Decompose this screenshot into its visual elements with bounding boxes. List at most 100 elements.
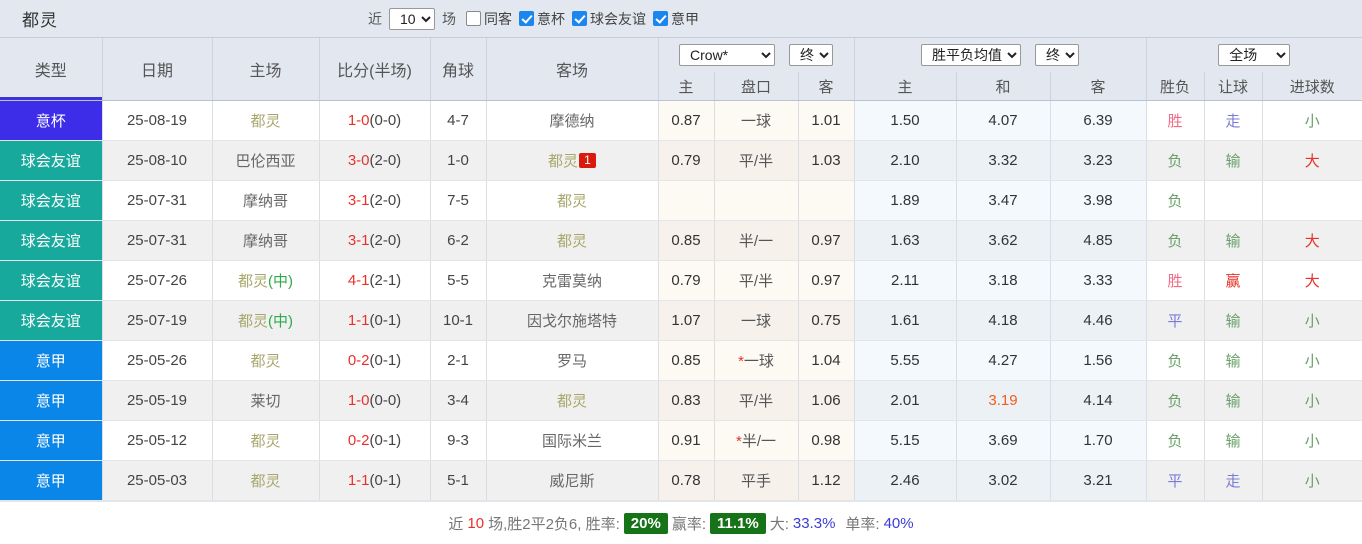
handicap-company-select[interactable]: Crow*Bet365MacauLadbrokes: [679, 44, 776, 66]
cell-handicap-line: 一球: [714, 300, 799, 341]
cell-home-team[interactable]: 巴伦西亚: [212, 140, 320, 181]
cell-league[interactable]: 意甲: [0, 340, 103, 381]
th-odds-home: 主: [854, 72, 957, 101]
table-row[interactable]: 球会友谊 25-07-26 都灵(中) 4-1(2-1) 5-5 克雷莫纳 0.79 平/半 0…: [0, 260, 1362, 301]
cell-league[interactable]: 球会友谊: [0, 180, 103, 221]
cell-result: 平: [1146, 460, 1205, 501]
cell-date: 25-07-31: [102, 220, 213, 261]
cell-date: 25-05-26: [102, 340, 213, 381]
cell-league[interactable]: 球会友谊: [0, 260, 103, 301]
table-row[interactable]: 意甲 25-05-19 莱切 1-0(0-0) 3-4 都灵 0.83 平/半 1.06 2.01…: [0, 380, 1362, 421]
cell-score[interactable]: 4-1(2-1): [319, 260, 431, 301]
cell-away-team[interactable]: 威尼斯: [486, 460, 659, 501]
cell-home-team[interactable]: 都灵(中): [212, 300, 320, 341]
cell-home-team[interactable]: 莱切: [212, 380, 320, 421]
cell-score[interactable]: 1-0(0-0): [319, 100, 431, 141]
handicap-phase-select[interactable]: 初终: [789, 44, 834, 66]
cell-league[interactable]: 意杯: [0, 100, 103, 141]
cell-away-team[interactable]: 国际米兰: [486, 420, 659, 461]
table-row[interactable]: 意杯 25-08-19 都灵 1-0(0-0) 4-7 摩德纳 0.87 一球 1.01 1.50…: [0, 100, 1362, 141]
cell-home-team[interactable]: 都灵: [212, 420, 320, 461]
cell-odds-draw: 4.18: [956, 300, 1051, 341]
cell-away-team[interactable]: 罗马: [486, 340, 659, 381]
recent-count-select[interactable]: 6102030: [389, 7, 435, 30]
cell-goals-result: 小: [1262, 100, 1362, 141]
cell-away-team[interactable]: 因戈尔施塔特: [486, 300, 659, 341]
cell-odds-home: 2.01: [854, 380, 957, 421]
odds-phase-select[interactable]: 初终: [1035, 44, 1080, 66]
cell-home-team[interactable]: 都灵: [212, 460, 320, 501]
cell-goals-result: 小: [1262, 460, 1362, 501]
cell-result: 负: [1146, 220, 1205, 261]
cell-score[interactable]: 1-1(0-1): [319, 460, 431, 501]
cell-home-team[interactable]: 都灵: [212, 100, 320, 141]
cell-corner: 2-1: [430, 340, 487, 381]
table-row[interactable]: 球会友谊 25-08-10 巴伦西亚 3-0(2-0) 1-0 都灵 1 0.79 平/半 1.0…: [0, 140, 1362, 181]
cell-league[interactable]: 球会友谊: [0, 140, 103, 181]
th-handicap-away: 客: [798, 72, 855, 101]
scope-select[interactable]: 全场上半场下半场: [1218, 44, 1291, 66]
th-handicap-line: 盘口: [714, 72, 799, 101]
cell-result: 平: [1146, 300, 1205, 341]
cell-home-team[interactable]: 摩纳哥: [212, 180, 320, 221]
cell-home-team[interactable]: 摩纳哥: [212, 220, 320, 261]
cell-score[interactable]: 3-0(2-0): [319, 140, 431, 181]
table-row[interactable]: 球会友谊 25-07-31 摩纳哥 3-1(2-0) 6-2 都灵 0.85 半/一 0.97 1…: [0, 220, 1362, 261]
recent-suffix-label: 场: [442, 10, 456, 27]
cell-score[interactable]: 3-1(2-0): [319, 180, 431, 221]
th-handicap-result: 让球: [1204, 72, 1263, 101]
odds-type-select[interactable]: 胜平负均值欧赔亚盘: [921, 44, 1022, 66]
cell-handicap-home: 1.07: [658, 300, 715, 341]
cell-league[interactable]: 球会友谊: [0, 300, 103, 341]
th-handicap-home: 主: [658, 72, 715, 101]
cell-away-team[interactable]: 都灵: [486, 180, 659, 221]
same-away-label: 同客: [484, 10, 512, 27]
cell-away-team[interactable]: 摩德纳: [486, 100, 659, 141]
filter-checkbox-friendly[interactable]: [572, 11, 587, 26]
recent-prefix-label: 近: [368, 10, 382, 27]
cell-result: 负: [1146, 180, 1205, 221]
table-row[interactable]: 球会友谊 25-07-19 都灵(中) 1-1(0-1) 10-1 因戈尔施塔特 1.07 一…: [0, 300, 1362, 341]
table-row[interactable]: 意甲 25-05-26 都灵 0-2(0-1) 2-1 罗马 0.85 *一球 1.04 5.55…: [0, 340, 1362, 381]
cell-score[interactable]: 3-1(2-0): [319, 220, 431, 261]
cell-handicap-line: 平/半: [714, 260, 799, 301]
cell-handicap-home: [658, 180, 715, 221]
filter-checkbox-coppa[interactable]: [519, 11, 534, 26]
cell-score[interactable]: 0-2(0-1): [319, 340, 431, 381]
cell-home-team[interactable]: 都灵(中): [212, 260, 320, 301]
cell-away-team[interactable]: 都灵 1: [486, 140, 659, 181]
cell-goals-result: 大: [1262, 260, 1362, 301]
cell-away-team[interactable]: 都灵: [486, 380, 659, 421]
cell-handicap-line: 一球: [714, 100, 799, 141]
cell-league[interactable]: 意甲: [0, 380, 103, 421]
th-home: 主场: [212, 38, 320, 101]
table-row[interactable]: 球会友谊 25-07-31 摩纳哥 3-1(2-0) 7-5 都灵 1.89 3.47 3.98…: [0, 180, 1362, 221]
cell-score[interactable]: 0-2(0-1): [319, 420, 431, 461]
cell-league[interactable]: 意甲: [0, 420, 103, 461]
summary-count: 10: [467, 514, 485, 532]
table-row[interactable]: 意甲 25-05-03 都灵 1-1(0-1) 5-1 威尼斯 0.78 平手 1.12 2.46…: [0, 460, 1362, 501]
same-away-checkbox[interactable]: [466, 11, 481, 26]
cell-odds-draw: 3.47: [956, 180, 1051, 221]
cell-league[interactable]: 意甲: [0, 460, 103, 501]
cell-goals-result: 小: [1262, 340, 1362, 381]
cell-result: 胜: [1146, 260, 1205, 301]
cell-score[interactable]: 1-0(0-0): [319, 380, 431, 421]
filter-checkbox-seriea[interactable]: [653, 11, 668, 26]
cell-home-team[interactable]: 都灵: [212, 340, 320, 381]
table-row[interactable]: 意甲 25-05-12 都灵 0-2(0-1) 9-3 国际米兰 0.91 *半/一 0.98 5…: [0, 420, 1362, 461]
cell-corner: 3-4: [430, 380, 487, 421]
summary-record: 场,胜2平2负6, 胜率:: [488, 515, 620, 533]
cell-handicap-away: 0.97: [798, 220, 855, 261]
cell-score[interactable]: 1-1(0-1): [319, 300, 431, 341]
cell-handicap-away: 1.06: [798, 380, 855, 421]
cell-away-team[interactable]: 都灵: [486, 220, 659, 261]
cell-odds-home: 1.50: [854, 100, 957, 141]
th-odds-away: 客: [1050, 72, 1147, 101]
cell-date: 25-07-19: [102, 300, 213, 341]
cell-away-team[interactable]: 克雷莫纳: [486, 260, 659, 301]
th-away: 客场: [486, 38, 659, 101]
cell-league[interactable]: 球会友谊: [0, 220, 103, 261]
filter-label-friendly: 球会友谊: [590, 10, 646, 27]
